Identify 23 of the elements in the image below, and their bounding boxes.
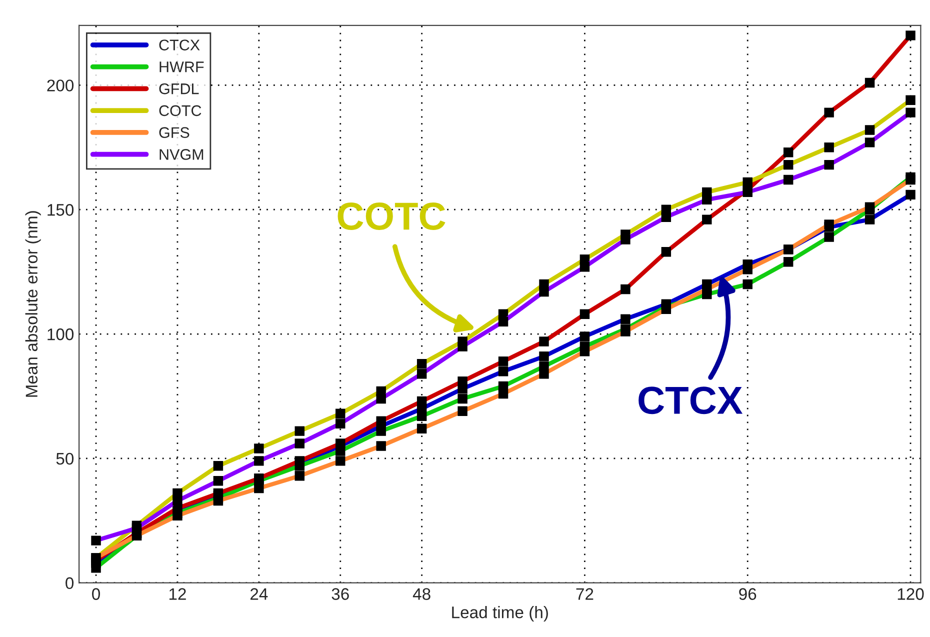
y-axis-title: Mean absolute error (nm) (25, 211, 41, 397)
y-tick-label: 50 (56, 452, 74, 465)
legend-label: NVGM (160, 149, 204, 160)
y-tick-label: 100 (48, 328, 74, 340)
annotation: CTCX (638, 386, 743, 414)
x-tick-label: 36 (332, 588, 349, 600)
legend-label: GFS (159, 127, 190, 138)
y-tick-label: 0 (66, 577, 74, 590)
x-tick-label: 48 (412, 588, 430, 600)
annotation: COTC (338, 202, 446, 230)
x-tick-label: 12 (169, 588, 186, 600)
y-tick-label: 200 (47, 80, 74, 92)
x-tick-label: 120 (898, 588, 924, 600)
x-tick-label: 96 (739, 588, 756, 600)
x-axis-title: Lead time (h) (452, 606, 548, 622)
legend-label: COTC (159, 105, 202, 116)
x-tick-label: 24 (250, 588, 268, 600)
x-tick-label: 72 (576, 588, 594, 600)
y-tick-label: 150 (48, 204, 74, 216)
legend-label: GFDL (159, 83, 199, 94)
legend-label: HWRF (160, 62, 204, 72)
x-tick-label: 0 (92, 588, 100, 600)
legend-label: CTCX (159, 40, 200, 50)
